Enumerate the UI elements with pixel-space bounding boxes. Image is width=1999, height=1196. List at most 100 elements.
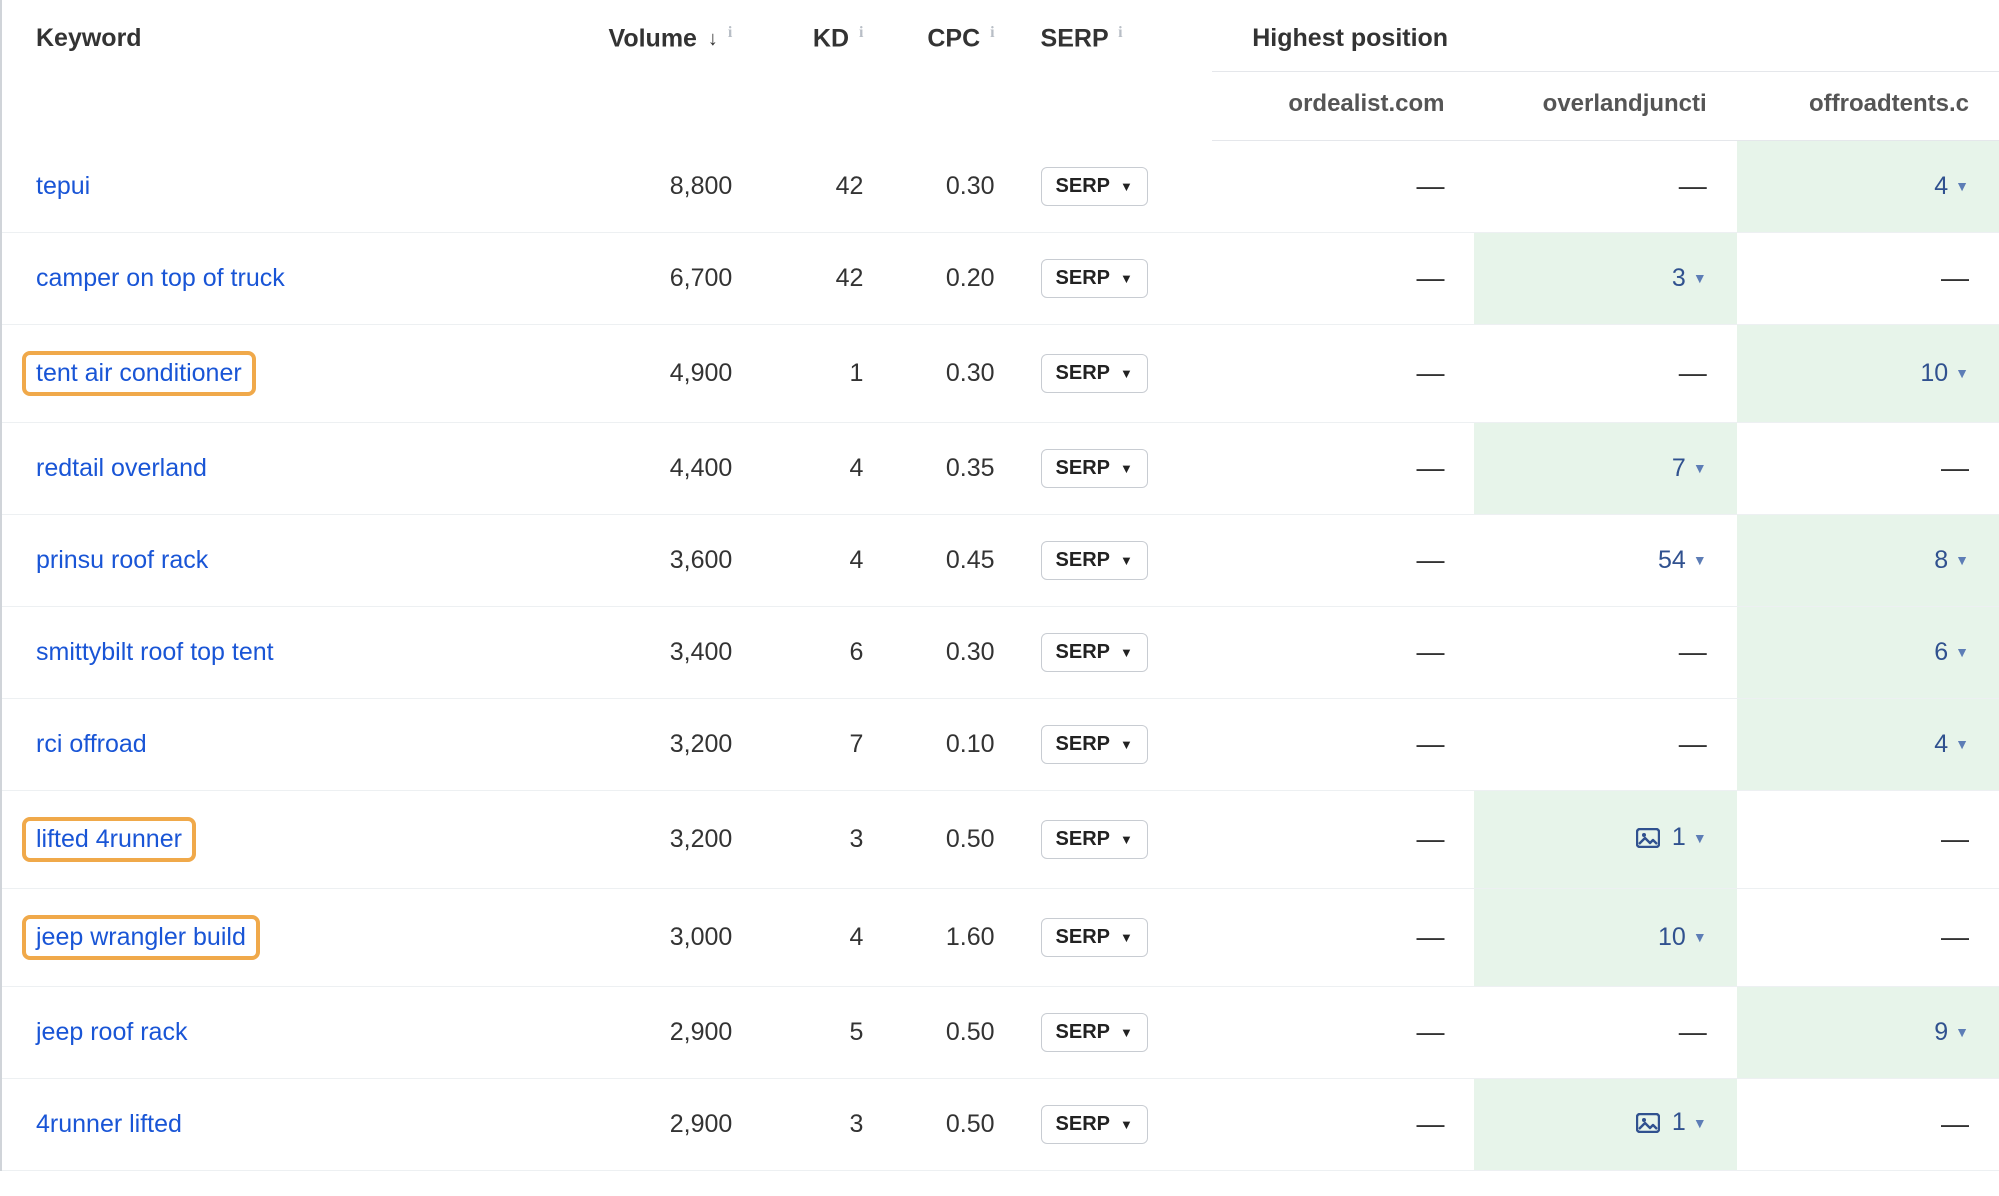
info-icon[interactable]: i [728, 24, 732, 42]
cell-position: 4▼ [1737, 698, 1999, 790]
serp-dropdown-button[interactable]: SERP▼ [1041, 820, 1148, 859]
cell-kd: 42 [748, 232, 879, 324]
serp-dropdown-button[interactable]: SERP▼ [1041, 167, 1148, 206]
column-label: SERP [1041, 24, 1109, 52]
table-row: smittybilt roof top tent3,40060.30SERP▼—… [2, 606, 1999, 698]
position-value[interactable]: 1▼ [1636, 1108, 1707, 1137]
table-row: tepui8,800420.30SERP▼——4▼ [2, 141, 1999, 233]
position-value[interactable]: 4▼ [1934, 730, 1969, 759]
position-value[interactable]: 8▼ [1934, 546, 1969, 575]
cell-position: — [1737, 888, 1999, 986]
keyword-link[interactable]: tepui [36, 172, 90, 200]
cell-position: — [1212, 324, 1474, 422]
serp-button-label: SERP [1056, 362, 1110, 385]
table-row: camper on top of truck6,700420.20SERP▼—3… [2, 232, 1999, 324]
cell-position: — [1474, 698, 1736, 790]
position-value[interactable]: 4▼ [1934, 172, 1969, 201]
cell-cpc: 0.10 [879, 698, 1010, 790]
chevron-down-icon: ▼ [1955, 644, 1969, 660]
position-number: 9 [1934, 1018, 1948, 1047]
chevron-down-icon: ▼ [1693, 830, 1707, 846]
cell-serp: SERP▼ [1011, 606, 1213, 698]
keyword-link[interactable]: lifted 4runner [22, 817, 196, 862]
cell-position: — [1212, 790, 1474, 888]
cell-volume: 3,000 [557, 888, 749, 986]
keyword-link[interactable]: rci offroad [36, 730, 147, 758]
info-icon[interactable]: i [859, 24, 863, 42]
position-value[interactable]: 3▼ [1672, 264, 1707, 293]
position-value[interactable]: 54▼ [1658, 546, 1707, 575]
position-value[interactable]: 10▼ [1920, 359, 1969, 388]
cell-position: 8▼ [1737, 514, 1999, 606]
no-position-dash: — [1416, 1016, 1444, 1047]
serp-dropdown-button[interactable]: SERP▼ [1041, 259, 1148, 298]
chevron-down-icon: ▼ [1120, 179, 1133, 194]
cell-keyword: smittybilt roof top tent [2, 606, 557, 698]
cell-keyword: tent air conditioner [2, 324, 557, 422]
table-row: jeep roof rack2,90050.50SERP▼——9▼ [2, 986, 1999, 1078]
position-value[interactable]: 7▼ [1672, 454, 1707, 483]
cell-serp: SERP▼ [1011, 1078, 1213, 1170]
no-position-dash: — [1679, 357, 1707, 388]
cell-serp: SERP▼ [1011, 790, 1213, 888]
column-header-highest-position: Highest position [1212, 0, 1999, 72]
keyword-link[interactable]: prinsu roof rack [36, 546, 208, 574]
serp-dropdown-button[interactable]: SERP▼ [1041, 541, 1148, 580]
info-icon[interactable]: i [990, 24, 994, 42]
keyword-link[interactable]: redtail overland [36, 454, 207, 482]
position-value[interactable]: 6▼ [1934, 638, 1969, 667]
competitor-header-2[interactable]: offroadtents.c [1737, 72, 1999, 141]
no-position-dash: — [1416, 357, 1444, 388]
serp-dropdown-button[interactable]: SERP▼ [1041, 449, 1148, 488]
column-label: Volume [609, 24, 697, 52]
no-position-dash: — [1416, 544, 1444, 575]
position-number: 6 [1934, 638, 1948, 667]
no-position-dash: — [1416, 262, 1444, 293]
column-header-kd[interactable]: KD i [748, 0, 879, 141]
cell-volume: 3,200 [557, 698, 749, 790]
serp-dropdown-button[interactable]: SERP▼ [1041, 1105, 1148, 1144]
position-number: 4 [1934, 730, 1948, 759]
keyword-link[interactable]: jeep roof rack [36, 1018, 187, 1046]
position-value[interactable]: 1▼ [1636, 823, 1707, 852]
cell-position: 3▼ [1474, 232, 1736, 324]
serp-dropdown-button[interactable]: SERP▼ [1041, 633, 1148, 672]
serp-dropdown-button[interactable]: SERP▼ [1041, 354, 1148, 393]
chevron-down-icon: ▼ [1120, 930, 1133, 945]
chevron-down-icon: ▼ [1955, 178, 1969, 194]
cell-cpc: 0.50 [879, 1078, 1010, 1170]
position-value[interactable]: 10▼ [1658, 923, 1707, 952]
sort-desc-icon: ↓ [708, 28, 718, 51]
keyword-link[interactable]: tent air conditioner [22, 351, 256, 396]
cell-cpc: 0.30 [879, 324, 1010, 422]
cell-kd: 4 [748, 514, 879, 606]
serp-dropdown-button[interactable]: SERP▼ [1041, 918, 1148, 957]
keyword-link[interactable]: smittybilt roof top tent [36, 638, 274, 666]
no-position-dash: — [1416, 823, 1444, 854]
cell-kd: 3 [748, 1078, 879, 1170]
serp-dropdown-button[interactable]: SERP▼ [1041, 725, 1148, 764]
cell-position: — [1212, 422, 1474, 514]
cell-keyword: lifted 4runner [2, 790, 557, 888]
cell-cpc: 0.35 [879, 422, 1010, 514]
chevron-down-icon: ▼ [1120, 737, 1133, 752]
cell-cpc: 0.45 [879, 514, 1010, 606]
cell-position: — [1737, 1078, 1999, 1170]
keyword-link[interactable]: camper on top of truck [36, 264, 285, 292]
serp-dropdown-button[interactable]: SERP▼ [1041, 1013, 1148, 1052]
column-header-volume[interactable]: Volume ↓ i [557, 0, 749, 141]
competitor-header-0[interactable]: ordealist.com [1212, 72, 1474, 141]
keyword-link[interactable]: jeep wrangler build [22, 915, 260, 960]
cell-serp: SERP▼ [1011, 888, 1213, 986]
competitor-header-1[interactable]: overlandjuncti [1474, 72, 1736, 141]
keyword-link[interactable]: 4runner lifted [36, 1110, 182, 1138]
column-header-keyword[interactable]: Keyword [2, 0, 557, 141]
position-number: 8 [1934, 546, 1948, 575]
position-number: 10 [1920, 359, 1948, 388]
column-header-cpc[interactable]: CPC i [879, 0, 1010, 141]
position-value[interactable]: 9▼ [1934, 1018, 1969, 1047]
info-icon[interactable]: i [1118, 24, 1122, 42]
position-number: 10 [1658, 923, 1686, 952]
column-header-serp[interactable]: SERP i [1011, 0, 1213, 141]
keyword-table: Keyword Volume ↓ i KD i CPC i SERP i [2, 0, 1999, 1171]
